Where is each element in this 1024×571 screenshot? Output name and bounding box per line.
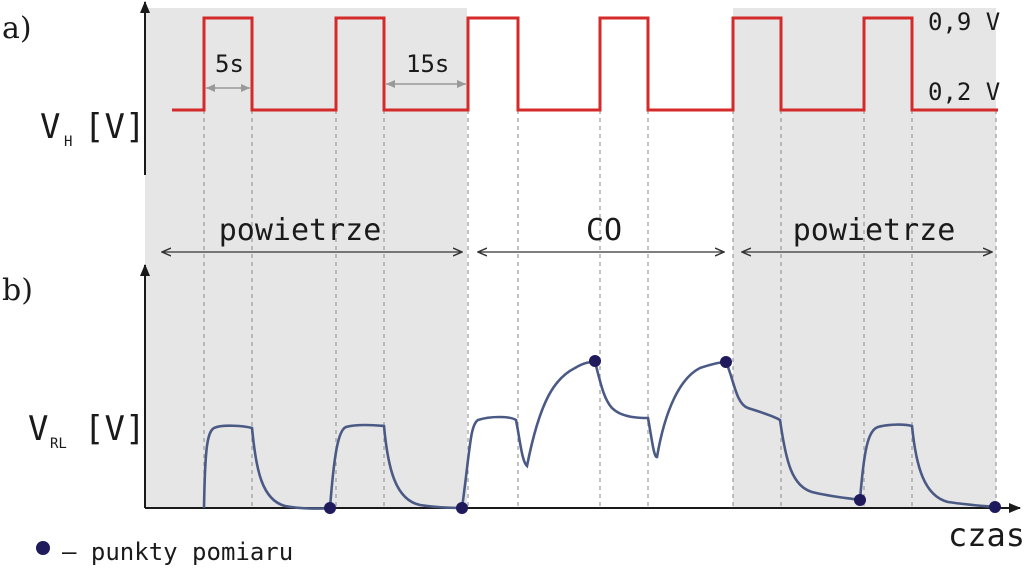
legend-text: – punkty pomiaru (62, 538, 293, 566)
measurement-point (989, 501, 1001, 513)
y-label-response: V RL [V] (28, 409, 145, 452)
guide-lines (203, 110, 997, 508)
shade-air-1 (145, 8, 467, 508)
svg-text:[V]: [V] (84, 107, 145, 147)
phase-label-air-2: powietrze (793, 213, 956, 248)
measurement-point (720, 356, 732, 368)
x-axis-label: czas (948, 516, 1024, 554)
legend-marker (36, 541, 50, 555)
svg-text:H: H (64, 134, 72, 150)
svg-text:V: V (40, 107, 60, 147)
heater-voltage-line (172, 16, 998, 112)
svg-text:V: V (28, 409, 48, 449)
measurement-point (589, 355, 601, 367)
level-low-label: 0,2 V (928, 78, 1000, 106)
duration-15s-label: 15s (406, 50, 449, 78)
panel-b-label: b) (2, 273, 33, 308)
phase-label-air-1: powietrze (219, 213, 382, 248)
duration-5s-label: 5s (215, 50, 244, 78)
level-high-label: 0,9 V (928, 8, 1000, 36)
y-label-heater: V H [V] (40, 107, 145, 150)
measurement-points (324, 355, 1001, 514)
svg-text:RL: RL (50, 436, 67, 452)
phase-label-co: CO (586, 213, 622, 248)
panel-a-label: a) (2, 11, 32, 46)
svg-text:[V]: [V] (84, 409, 145, 449)
measurement-point (324, 502, 336, 514)
measurement-point (854, 494, 866, 506)
measurement-point (456, 502, 468, 514)
